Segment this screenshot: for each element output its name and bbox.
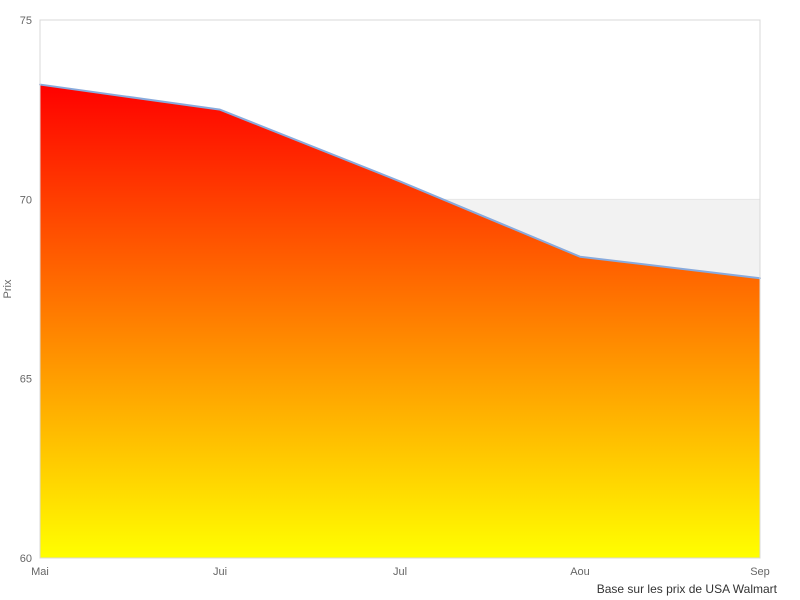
x-category-label: Aou <box>570 566 590 578</box>
y-tick-label: 75 <box>20 15 32 27</box>
plot-border <box>39 19 761 559</box>
y-tick-label: 65 <box>20 374 32 386</box>
x-category-label: Sep <box>750 566 770 578</box>
x-category-label: Jui <box>213 566 227 578</box>
x-category-label: Mai <box>31 566 49 578</box>
x-axis-labels: Mai Jui Jul Aou Sep <box>31 566 770 578</box>
chart-caption: Base sur les prix de USA Walmart <box>597 582 778 596</box>
x-category-label: Jul <box>393 566 407 578</box>
y-tick-label: 70 <box>20 194 32 206</box>
y-tick-label: 60 <box>20 553 32 565</box>
area-outline <box>39 83 761 280</box>
y-axis-title: Prix <box>2 279 14 298</box>
y-axis-labels: 60 65 70 75 <box>20 15 32 565</box>
area-fill <box>40 84 760 558</box>
